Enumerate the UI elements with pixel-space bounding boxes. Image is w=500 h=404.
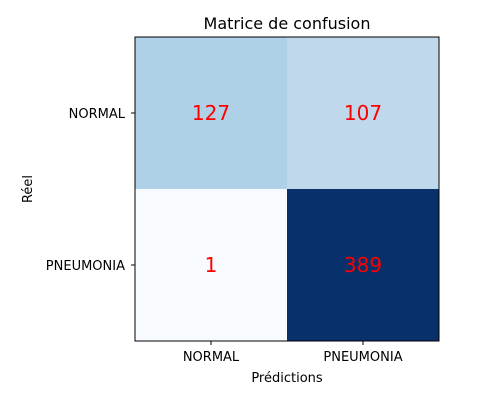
x-tick-label: NORMAL	[183, 350, 240, 365]
heatmap-cell	[287, 37, 439, 189]
y-axis-label: Réel	[21, 175, 36, 203]
heatmap-cell	[287, 189, 439, 341]
x-axis-label: Prédictions	[251, 371, 323, 386]
cell-value-label: 107	[344, 101, 382, 125]
heatmap-cells: 127 107 1 389	[135, 37, 439, 341]
heatmap-cell	[135, 37, 287, 189]
cell-value-label: 1	[205, 253, 218, 277]
y-tick-label: NORMAL	[69, 107, 126, 122]
axis-ticks: NORMAL PNEUMONIA NORMAL PNEUMONIA	[46, 107, 403, 365]
plot-frame	[134, 36, 440, 342]
x-tick-label: PNEUMONIA	[323, 350, 402, 365]
cell-value-label: 389	[344, 253, 382, 277]
y-tick-label: PNEUMONIA	[46, 259, 125, 274]
chart-title: Matrice de confusion	[204, 14, 371, 33]
heatmap-cell	[135, 189, 287, 341]
cell-value-label: 127	[192, 101, 230, 125]
